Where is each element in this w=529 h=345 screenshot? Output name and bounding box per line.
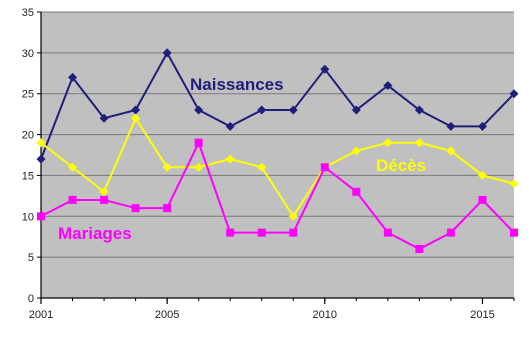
- data-point: [414, 105, 424, 115]
- data-point: [257, 105, 267, 115]
- data-point: [478, 195, 487, 204]
- x-tick-label: 2001: [29, 309, 53, 321]
- data-point: [477, 121, 487, 131]
- data-point: [162, 162, 172, 172]
- y-tick-label: 0: [28, 293, 34, 305]
- data-point: [162, 48, 172, 58]
- y-tick-label: 15: [22, 170, 34, 182]
- series-label-naissances: Naissances: [190, 75, 284, 94]
- data-point: [352, 187, 361, 196]
- y-tick-label: 5: [28, 252, 34, 264]
- data-point: [414, 138, 424, 148]
- x-tick-label: 2010: [313, 309, 337, 321]
- series-labels: Naissances Décès Mariages: [58, 75, 426, 243]
- series-line: [40, 50, 515, 160]
- series-label-mariages: Mariages: [58, 224, 132, 243]
- data-point: [509, 89, 519, 99]
- data-point: [509, 179, 519, 189]
- data-point: [194, 138, 203, 147]
- data-point: [99, 187, 109, 197]
- data-point: [288, 105, 298, 115]
- series-group: [36, 48, 519, 253]
- data-point: [225, 121, 235, 131]
- data-point: [36, 154, 46, 164]
- series-line: [40, 116, 515, 219]
- data-point: [446, 146, 456, 156]
- series-1: [36, 113, 519, 221]
- data-point: [320, 163, 329, 172]
- data-point: [510, 228, 518, 237]
- data-point: [257, 228, 266, 237]
- series-line: [40, 140, 515, 251]
- y-tick-label: 25: [22, 89, 34, 101]
- data-point: [68, 162, 78, 172]
- data-point: [415, 244, 424, 253]
- x-tick-label: 2005: [155, 309, 179, 321]
- data-point: [226, 228, 235, 237]
- data-point: [194, 105, 204, 115]
- series-2: [37, 138, 518, 253]
- data-point: [351, 105, 361, 115]
- y-tick-label: 35: [22, 7, 34, 19]
- data-point: [289, 228, 298, 237]
- axes: 0 5 10 15 20 25 30 35 2001 2005 2010 2015: [22, 7, 515, 321]
- data-point: [36, 138, 46, 148]
- data-point: [100, 195, 109, 204]
- data-point: [37, 212, 45, 221]
- data-point: [163, 204, 172, 213]
- data-point: [383, 138, 393, 148]
- data-point: [351, 146, 361, 156]
- data-point: [257, 162, 267, 172]
- y-tick-label: 20: [22, 130, 34, 142]
- data-point: [131, 105, 141, 115]
- series-label-deces: Décès: [376, 156, 426, 175]
- data-point: [383, 81, 393, 91]
- y-tick-label: 30: [22, 48, 34, 60]
- data-point: [320, 64, 330, 74]
- y-tick-label: 10: [22, 211, 34, 223]
- data-point: [68, 72, 78, 82]
- data-point: [288, 211, 298, 221]
- data-point: [194, 162, 204, 172]
- data-point: [446, 121, 456, 131]
- data-point: [68, 195, 77, 204]
- data-point: [477, 170, 487, 180]
- data-point: [99, 113, 109, 123]
- data-point: [131, 204, 140, 213]
- plot-area: [41, 12, 514, 298]
- x-tick-label: 2015: [470, 309, 494, 321]
- data-point: [446, 228, 455, 237]
- data-point: [225, 154, 235, 164]
- data-point: [383, 228, 392, 237]
- data-point: [131, 113, 141, 123]
- gridlines: [41, 11, 514, 299]
- series-0: [36, 48, 519, 164]
